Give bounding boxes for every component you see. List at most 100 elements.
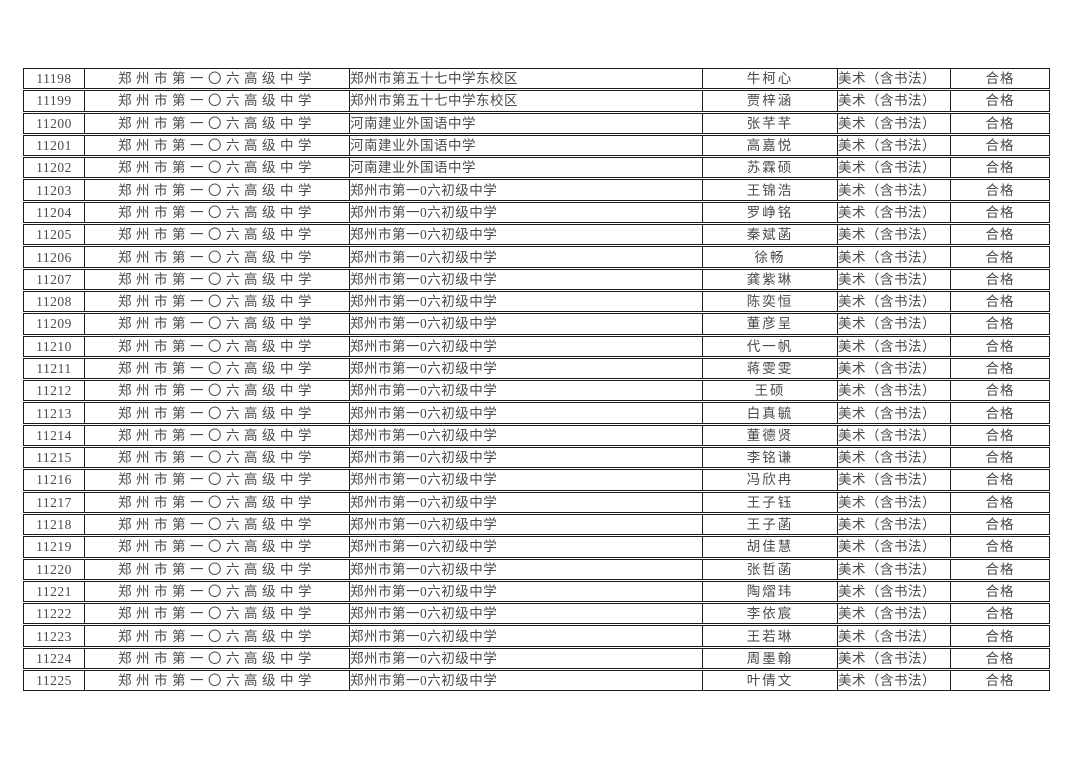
cell-school: 郑州市第一〇六高级中学: [85, 134, 350, 157]
cell-origin: 郑州市第一0六初级中学: [350, 447, 703, 469]
table-row: 11200 郑州市第一〇六高级中学 河南建业外国语中学 张芊芊 美术（含书法） 合格: [23, 112, 1050, 134]
results-table-body: 11198 郑州市第一〇六高级中学 郑州市第五十七中学东校区 牛柯心 美术（含书法） 合格…: [23, 68, 1050, 692]
cell-id: 11220: [23, 558, 85, 580]
cell-id: 11209: [23, 313, 85, 335]
table-row: 11214 郑州市第一〇六高级中学 郑州市第一0六初级中学 董德贤 美术（含书法） 合格: [23, 424, 1050, 447]
cell-name: 周墨翰: [703, 647, 838, 670]
cell-origin: 郑州市第一0六初级中学: [350, 513, 703, 536]
cell-result: 合格: [951, 491, 1050, 513]
cell-result: 合格: [951, 68, 1050, 90]
cell-school: 郑州市第一〇六高级中学: [85, 290, 350, 313]
cell-school: 郑州市第一〇六高级中学: [85, 335, 350, 357]
cell-id: 11198: [23, 68, 85, 90]
cell-origin: 郑州市第一0六初级中学: [350, 603, 703, 625]
cell-subject: 美术（含书法）: [838, 380, 951, 402]
cell-school: 郑州市第一〇六高级中学: [85, 246, 350, 268]
cell-origin: 郑州市第一0六初级中学: [350, 580, 703, 603]
cell-id: 11219: [23, 536, 85, 558]
cell-school: 郑州市第一〇六高级中学: [85, 580, 350, 603]
cell-origin: 郑州市第一0六初级中学: [350, 469, 703, 491]
cell-id: 11204: [23, 201, 85, 224]
cell-name: 李依宸: [703, 603, 838, 625]
cell-id: 11221: [23, 580, 85, 603]
cell-result: 合格: [951, 313, 1050, 335]
cell-school: 郑州市第一〇六高级中学: [85, 90, 350, 112]
cell-result: 合格: [951, 112, 1050, 134]
cell-id: 11206: [23, 246, 85, 268]
table-row: 11215 郑州市第一〇六高级中学 郑州市第一0六初级中学 李铭谦 美术（含书法） 合格: [23, 447, 1050, 469]
table-row: 11218 郑州市第一〇六高级中学 郑州市第一0六初级中学 王子菡 美术（含书法） 合格: [23, 513, 1050, 536]
table-row: 11208 郑州市第一〇六高级中学 郑州市第一0六初级中学 陈奕恒 美术（含书法） 合格: [23, 290, 1050, 313]
cell-id: 11203: [23, 179, 85, 201]
cell-school: 郑州市第一〇六高级中学: [85, 313, 350, 335]
table-row: 11219 郑州市第一〇六高级中学 郑州市第一0六初级中学 胡佳慧 美术（含书法） 合格: [23, 536, 1050, 558]
cell-school: 郑州市第一〇六高级中学: [85, 558, 350, 580]
cell-result: 合格: [951, 469, 1050, 491]
cell-result: 合格: [951, 268, 1050, 290]
cell-id: 11213: [23, 402, 85, 424]
cell-school: 郑州市第一〇六高级中学: [85, 491, 350, 513]
cell-result: 合格: [951, 246, 1050, 268]
table-row: 11221 郑州市第一〇六高级中学 郑州市第一0六初级中学 陶熠玮 美术（含书法） 合格: [23, 580, 1050, 603]
cell-name: 冯欣冉: [703, 469, 838, 491]
table-row: 11198 郑州市第一〇六高级中学 郑州市第五十七中学东校区 牛柯心 美术（含书法） 合格: [23, 68, 1050, 90]
cell-subject: 美术（含书法）: [838, 647, 951, 670]
cell-id: 11215: [23, 447, 85, 469]
cell-result: 合格: [951, 647, 1050, 670]
cell-name: 李铭谦: [703, 447, 838, 469]
cell-result: 合格: [951, 603, 1050, 625]
cell-school: 郑州市第一〇六高级中学: [85, 670, 350, 692]
cell-result: 合格: [951, 290, 1050, 313]
cell-subject: 美术（含书法）: [838, 246, 951, 268]
cell-result: 合格: [951, 179, 1050, 201]
cell-id: 11207: [23, 268, 85, 290]
cell-name: 罗峥铭: [703, 201, 838, 224]
cell-origin: 郑州市第一0六初级中学: [350, 179, 703, 201]
cell-name: 王锦浩: [703, 179, 838, 201]
table-row: 11225 郑州市第一〇六高级中学 郑州市第一0六初级中学 叶倩文 美术（含书法） 合格: [23, 670, 1050, 692]
cell-origin: 郑州市第一0六初级中学: [350, 313, 703, 335]
cell-id: 11210: [23, 335, 85, 357]
cell-origin: 郑州市第一0六初级中学: [350, 268, 703, 290]
cell-id: 11225: [23, 670, 85, 692]
cell-school: 郑州市第一〇六高级中学: [85, 201, 350, 224]
cell-id: 11201: [23, 134, 85, 157]
table-row: 11205 郑州市第一〇六高级中学 郑州市第一0六初级中学 秦斌菡 美术（含书法） 合格: [23, 224, 1050, 246]
cell-school: 郑州市第一〇六高级中学: [85, 603, 350, 625]
cell-name: 陈奕恒: [703, 290, 838, 313]
cell-result: 合格: [951, 558, 1050, 580]
cell-subject: 美术（含书法）: [838, 201, 951, 224]
cell-name: 叶倩文: [703, 670, 838, 692]
cell-origin: 郑州市第一0六初级中学: [350, 558, 703, 580]
cell-subject: 美术（含书法）: [838, 558, 951, 580]
cell-subject: 美术（含书法）: [838, 469, 951, 491]
cell-result: 合格: [951, 335, 1050, 357]
cell-result: 合格: [951, 670, 1050, 692]
cell-result: 合格: [951, 357, 1050, 380]
cell-name: 龚紫琳: [703, 268, 838, 290]
cell-name: 牛柯心: [703, 68, 838, 90]
cell-name: 白真毓: [703, 402, 838, 424]
cell-name: 贾梓涵: [703, 90, 838, 112]
table-row: 11199 郑州市第一〇六高级中学 郑州市第五十七中学东校区 贾梓涵 美术（含书法） 合格: [23, 90, 1050, 112]
cell-origin: 郑州市第一0六初级中学: [350, 625, 703, 647]
cell-origin: 河南建业外国语中学: [350, 112, 703, 134]
table-row: 11207 郑州市第一〇六高级中学 郑州市第一0六初级中学 龚紫琳 美术（含书法） 合格: [23, 268, 1050, 290]
table-row: 11209 郑州市第一〇六高级中学 郑州市第一0六初级中学 董彦呈 美术（含书法） 合格: [23, 313, 1050, 335]
cell-subject: 美术（含书法）: [838, 179, 951, 201]
cell-origin: 河南建业外国语中学: [350, 134, 703, 157]
cell-result: 合格: [951, 536, 1050, 558]
cell-result: 合格: [951, 447, 1050, 469]
cell-result: 合格: [951, 580, 1050, 603]
cell-school: 郑州市第一〇六高级中学: [85, 68, 350, 90]
cell-origin: 河南建业外国语中学: [350, 157, 703, 179]
cell-result: 合格: [951, 90, 1050, 112]
cell-origin: 郑州市第一0六初级中学: [350, 357, 703, 380]
cell-subject: 美术（含书法）: [838, 224, 951, 246]
cell-name: 王若琳: [703, 625, 838, 647]
cell-name: 董德贤: [703, 424, 838, 447]
cell-id: 11211: [23, 357, 85, 380]
cell-subject: 美术（含书法）: [838, 402, 951, 424]
cell-result: 合格: [951, 224, 1050, 246]
cell-origin: 郑州市第一0六初级中学: [350, 201, 703, 224]
